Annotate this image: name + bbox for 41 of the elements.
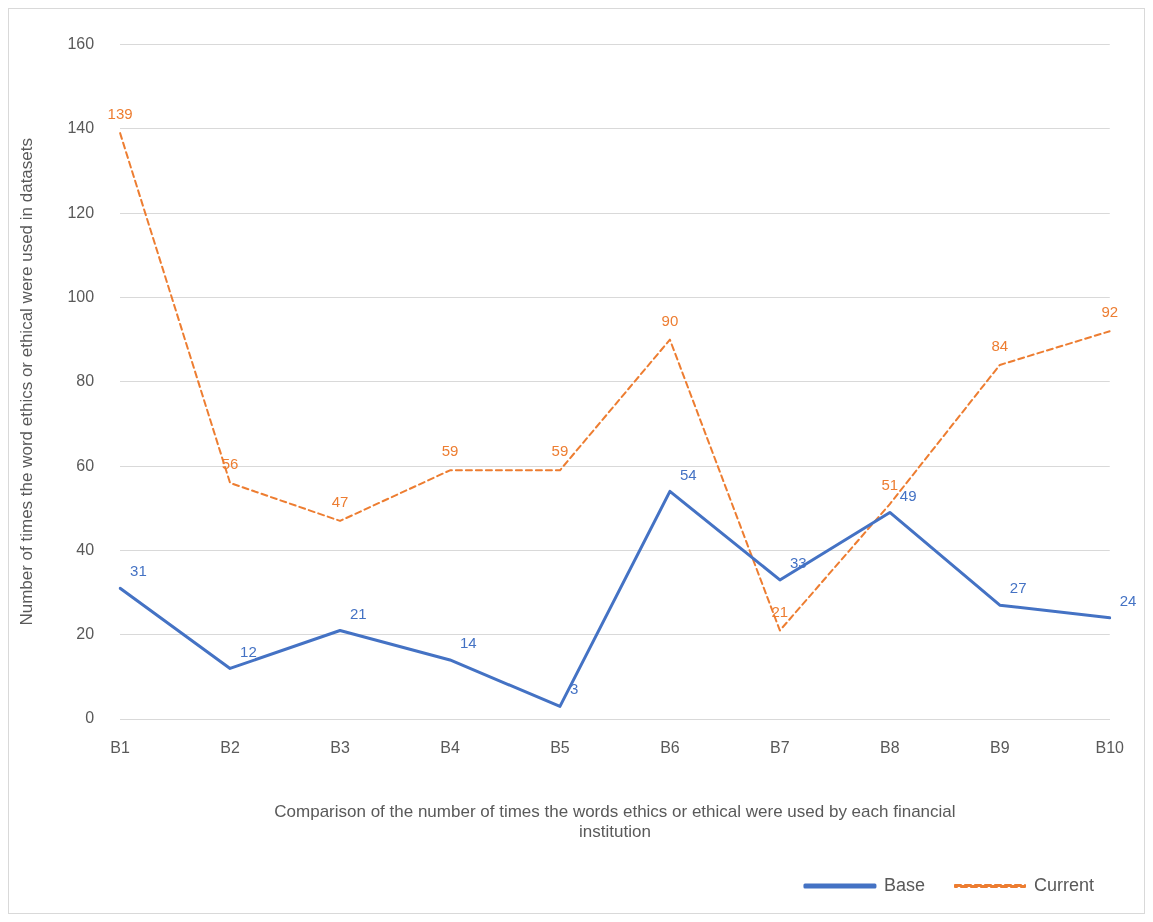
x-tick-label: B8 — [880, 739, 900, 757]
data-label: 31 — [130, 562, 147, 580]
data-label: 54 — [679, 465, 697, 483]
y-tick-label: 0 — [85, 709, 95, 727]
y-tick-label: 20 — [76, 625, 95, 643]
y-tick-label: 100 — [67, 287, 95, 305]
y-tick-label: 140 — [67, 119, 95, 137]
y-tick-label: 80 — [76, 372, 95, 390]
x-axis-title: Comparison of the number of times the words ethics or ethical were used by each financial institution — [274, 802, 956, 842]
data-label: 139 — [107, 105, 133, 123]
y-tick-label: 160 — [67, 35, 95, 53]
y-tick-label: 120 — [67, 203, 95, 221]
x-tick-label: B10 — [1095, 739, 1125, 757]
data-label: 59 — [441, 442, 459, 460]
data-label: 84 — [991, 337, 1009, 355]
x-tick-label: B4 — [440, 739, 460, 757]
data-label: 3 — [569, 680, 579, 698]
y-axis-title: Number of times the word ethics or ethical were used in datasets — [16, 138, 36, 626]
y-tick-label: 40 — [76, 540, 95, 558]
data-label: 27 — [1009, 579, 1027, 597]
data-label: 14 — [459, 634, 477, 652]
y-tick-label: 60 — [76, 456, 95, 474]
data-label: 21 — [350, 604, 367, 622]
x-tick-label: B5 — [550, 739, 570, 757]
legend-label: Base — [883, 874, 925, 895]
legend-label: Current — [1033, 874, 1095, 895]
x-tick-label: B6 — [660, 739, 680, 757]
x-tick-label: B3 — [330, 739, 350, 757]
data-label: 12 — [240, 642, 257, 660]
x-tick-label: B7 — [770, 739, 790, 757]
x-tick-label: B1 — [110, 739, 130, 757]
data-label: 90 — [661, 311, 679, 329]
data-label: 51 — [881, 476, 899, 494]
data-label: 92 — [1101, 303, 1119, 321]
data-label: 21 — [771, 602, 789, 620]
data-label: 49 — [899, 486, 917, 504]
x-tick-label: B2 — [220, 739, 240, 757]
x-tick-label: B9 — [990, 739, 1010, 757]
data-label: 59 — [551, 442, 569, 460]
data-label: 47 — [331, 493, 349, 511]
data-label: 24 — [1119, 591, 1137, 609]
